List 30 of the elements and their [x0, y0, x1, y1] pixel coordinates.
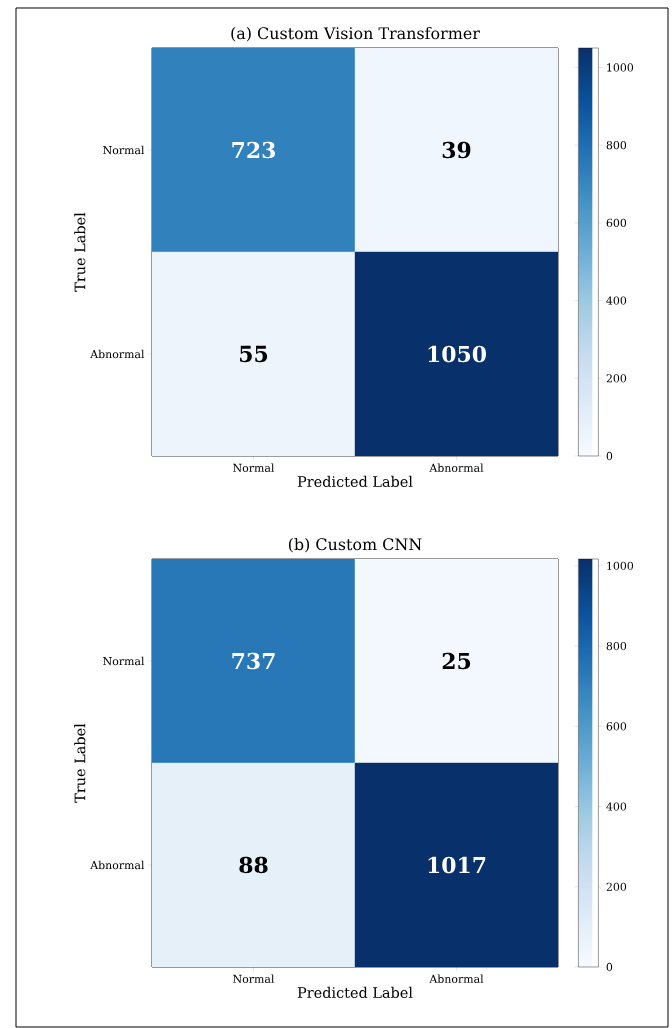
color-bar-label: 200	[606, 882, 627, 891]
data-label: 25	[442, 652, 471, 670]
color-bar-label: 400	[606, 802, 627, 811]
x-axis-title: Predicted Label	[297, 986, 413, 999]
y-tick-label: Abnormal	[90, 860, 145, 870]
color-bar-label: 1000	[607, 63, 634, 72]
y-tick-label: Abnormal	[90, 349, 145, 359]
data-label: 1050	[428, 345, 486, 363]
color-bar-label: 0	[606, 451, 613, 461]
data-label: 1017	[428, 856, 486, 874]
x-axis-title: Predicted Label	[297, 475, 413, 488]
color-bar-label: 1000	[607, 561, 634, 570]
y-axis-title: True Label	[74, 723, 86, 803]
data-label: 39	[442, 141, 471, 159]
y-axis-title: True Label	[74, 212, 86, 292]
data-label: 723	[232, 141, 275, 159]
data-label: 737	[232, 652, 275, 670]
y-tick-label: Normal	[103, 145, 145, 155]
chart-title: (a) Custom Vision Transformer	[231, 26, 480, 42]
color-bar-label: 800	[606, 641, 627, 651]
color-bar-label: 600	[606, 218, 627, 227]
y-tick-label: Normal	[103, 656, 145, 666]
data-label: 55	[240, 345, 268, 363]
color-bar-label: 800	[606, 141, 627, 150]
color-bar-label: 600	[606, 722, 627, 731]
chart-title: (b) Custom CNN	[288, 537, 422, 553]
data-label: 88	[239, 856, 268, 874]
color-bar-label: 400	[606, 296, 627, 305]
color-bar-label: 200	[606, 374, 627, 383]
color-bar-label: 0	[606, 962, 613, 972]
